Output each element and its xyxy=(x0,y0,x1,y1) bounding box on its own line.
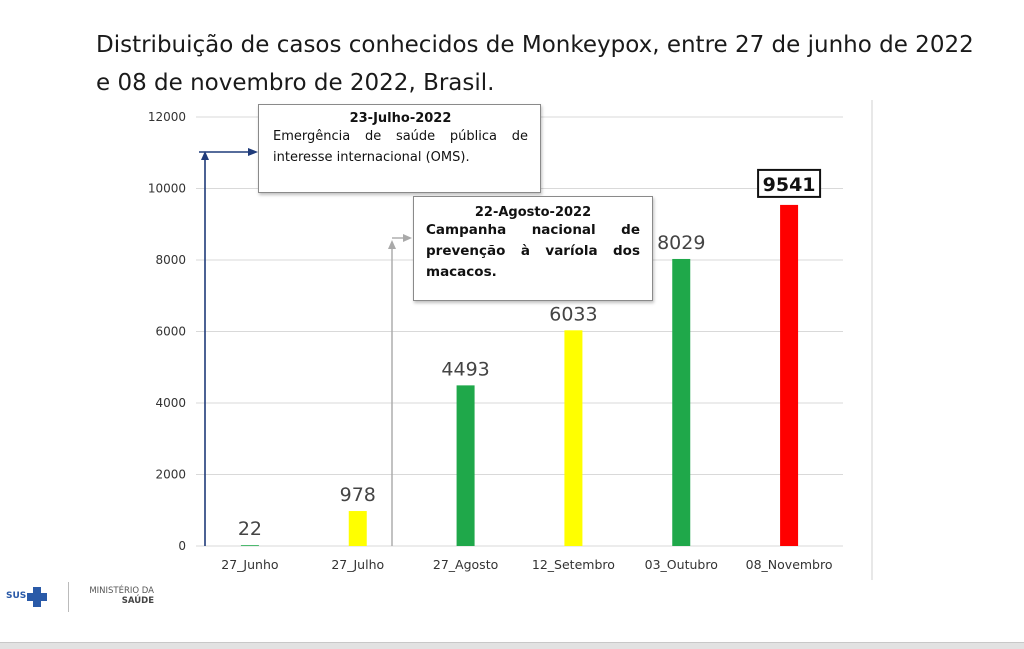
bar xyxy=(564,330,583,546)
logo-divider xyxy=(68,582,69,612)
x-tick-label: 12_Setembro xyxy=(532,557,615,572)
data-label: 4493 xyxy=(441,358,489,380)
annotation-campaign-title: 22-Agosto-2022 xyxy=(474,205,592,220)
data-label: 978 xyxy=(340,484,376,506)
data-label: 9541 xyxy=(763,174,816,196)
y-tick-label: 4000 xyxy=(155,396,186,410)
x-tick-label: 27_Julho xyxy=(331,557,384,572)
bar xyxy=(348,511,367,546)
data-label: 22 xyxy=(238,518,262,540)
y-tick-label: 8000 xyxy=(155,253,186,267)
annotation-who-text: Emergência de saúde pública de interesse… xyxy=(273,129,528,165)
data-label: 8029 xyxy=(657,232,705,254)
ministry-line-2: SAÚDE xyxy=(121,596,154,606)
ministry-line-1: MINISTÉRIO DA xyxy=(89,586,154,596)
data-label-box xyxy=(757,168,822,198)
annotation-who-emergency: 23-Julho-2022 Emergência de saúde públic… xyxy=(258,104,541,193)
chart-title: Distribuição de casos conhecidos de Monk… xyxy=(96,32,974,96)
annotation-arrowhead xyxy=(201,151,209,160)
annotation-who-title: 23-Julho-2022 xyxy=(349,111,452,126)
y-tick-label: 0 xyxy=(178,539,186,553)
ministry-logo: SUS MINISTÉRIO DA SAÚDE xyxy=(6,582,166,616)
annotation-campaign-text: Campanha nacional de prevenção à varíola… xyxy=(426,222,640,280)
bar xyxy=(456,385,475,546)
x-tick-label: 03_Outubro xyxy=(645,557,718,572)
annotation-arrowhead xyxy=(403,234,412,242)
annotation-arrowhead xyxy=(248,148,258,156)
annotation-campaign: 22-Agosto-2022 Campanha nacional de prev… xyxy=(413,196,653,301)
health-cross-icon xyxy=(27,587,47,607)
y-tick-label: 12000 xyxy=(148,110,186,124)
ministry-name: MINISTÉRIO DA SAÚDE xyxy=(86,586,154,606)
bar xyxy=(240,545,259,546)
y-tick-label: 6000 xyxy=(155,325,186,339)
annotation-arrowhead xyxy=(388,240,396,249)
y-tick-label: 2000 xyxy=(155,468,186,482)
data-label: 6033 xyxy=(549,303,597,325)
y-tick-label: 10000 xyxy=(148,182,186,196)
bar xyxy=(672,258,691,546)
x-tick-label: 27_Agosto xyxy=(433,557,498,572)
x-tick-label: 08_Novembro xyxy=(746,557,833,572)
footer-bar xyxy=(0,642,1024,649)
bar xyxy=(780,204,799,547)
x-tick-label: 27_Junho xyxy=(221,557,278,572)
sus-label: SUS xyxy=(6,591,27,601)
